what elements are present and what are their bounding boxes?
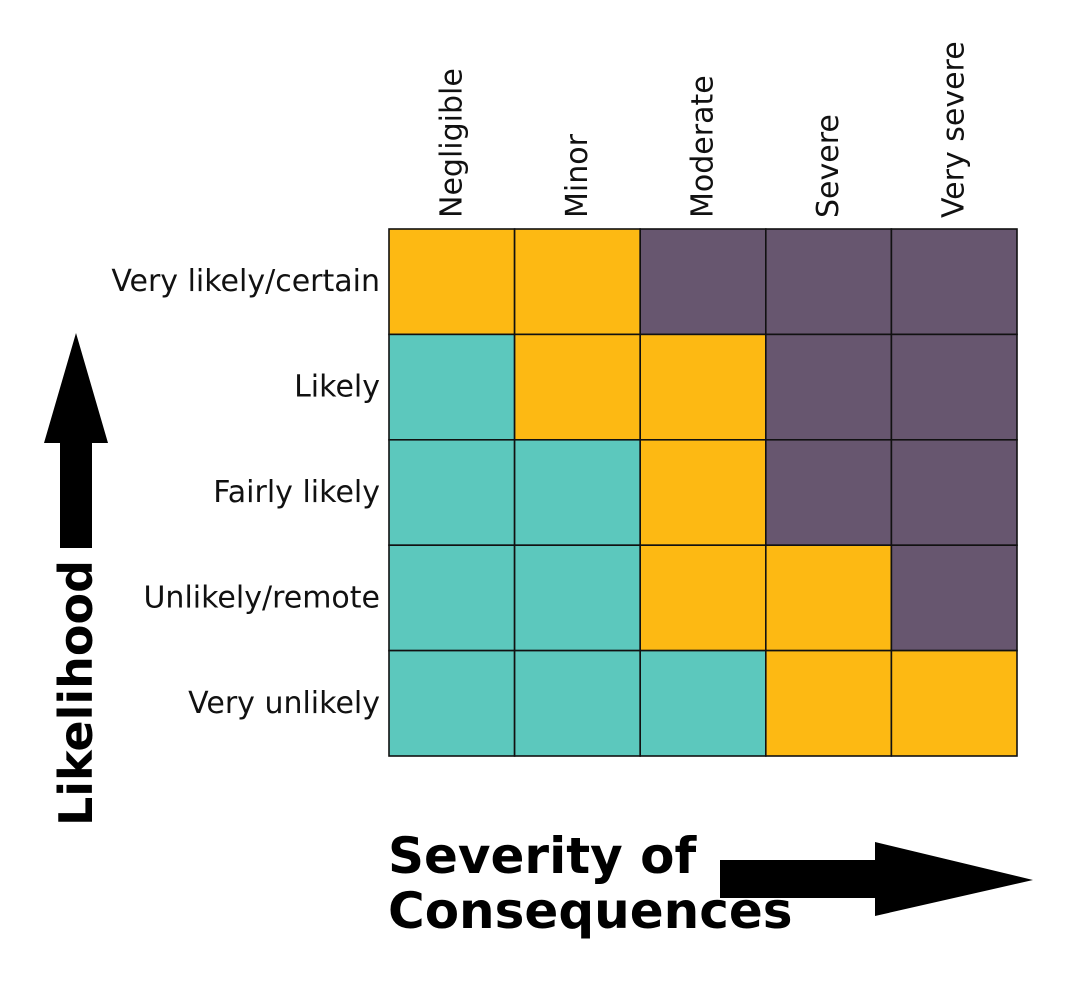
- likelihood-arrow-icon: [44, 333, 108, 548]
- matrix-cell-very-likely-certain-moderate: [639, 228, 767, 336]
- row-label-very-likely-certain: Very likely/certain: [111, 264, 380, 299]
- row-label-fairly-likely: Fairly likely: [213, 475, 380, 510]
- row-labels: Very likely/certain Likely Fairly likely Un…: [111, 264, 380, 721]
- matrix-cell-unlikely-remote-negligible: [388, 544, 516, 652]
- matrix-cell-very-likely-certain-severe: [764, 228, 893, 336]
- matrix-cell-likely-very-severe: [890, 333, 1018, 441]
- matrix-cell-unlikely-remote-severe: [764, 544, 893, 652]
- matrix-cell-very-unlikely-severe: [764, 649, 893, 757]
- matrix-cell-very-unlikely-very-severe: [890, 649, 1018, 757]
- matrix-cell-very-unlikely-negligible: [388, 649, 516, 757]
- matrix-cell-fairly-likely-very-severe: [890, 438, 1018, 546]
- matrix-cell-unlikely-remote-moderate: [639, 544, 767, 652]
- row-label-likely: Likely: [294, 370, 380, 405]
- matrix-cell-unlikely-remote-minor: [513, 544, 641, 652]
- matrix-cell-likely-negligible: [388, 333, 516, 441]
- matrix-cell-very-likely-certain-negligible: [388, 228, 516, 336]
- matrix-cell-very-unlikely-minor: [513, 649, 641, 757]
- severity-arrow-icon: [720, 842, 1033, 916]
- column-label-very-severe: Very severe: [937, 41, 972, 218]
- matrix-cell-fairly-likely-severe: [764, 438, 893, 546]
- column-label-negligible: Negligible: [434, 68, 469, 218]
- matrix-cell-likely-minor: [513, 333, 641, 441]
- matrix-cell-fairly-likely-moderate: [639, 438, 767, 546]
- row-label-unlikely-remote: Unlikely/remote: [143, 580, 380, 615]
- matrix-cell-likely-severe: [764, 333, 893, 441]
- column-label-minor: Minor: [560, 133, 595, 218]
- matrix-cell-fairly-likely-negligible: [388, 438, 516, 546]
- row-label-very-unlikely: Very unlikely: [188, 686, 380, 721]
- x-axis-title-line-1: Severity of: [388, 827, 697, 885]
- column-labels: Negligible Minor Moderate Severe Very severe: [434, 41, 971, 218]
- column-label-severe: Severe: [811, 114, 846, 218]
- matrix-cell-fairly-likely-minor: [513, 438, 641, 546]
- matrix-cell-likely-moderate: [639, 333, 767, 441]
- matrix-cell-very-unlikely-moderate: [639, 649, 767, 757]
- y-axis-title: Likelihood: [49, 560, 103, 826]
- matrix-cell-unlikely-remote-very-severe: [890, 544, 1018, 652]
- column-label-moderate: Moderate: [686, 75, 721, 218]
- matrix-cell-very-likely-certain-very-severe: [890, 228, 1018, 336]
- matrix-cells: [388, 228, 1018, 757]
- matrix-cell-very-likely-certain-minor: [513, 228, 641, 336]
